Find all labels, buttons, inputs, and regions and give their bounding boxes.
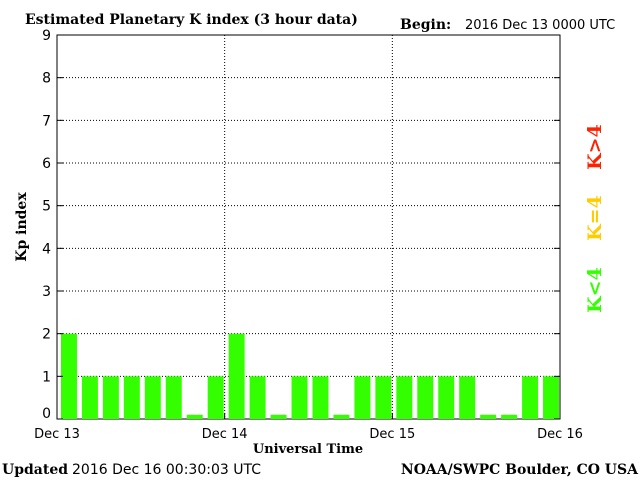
bars [61, 333, 559, 419]
kp-bar [501, 414, 518, 419]
kp-bar [123, 376, 140, 419]
kp-bar [249, 376, 266, 419]
y-tick-labels: 0 1 2 3 4 5 6 7 8 9 [42, 28, 51, 422]
plot-frame [56, 34, 561, 420]
legend-label: K<4 [584, 267, 606, 313]
kp-bar [81, 376, 98, 419]
y-tick-label: 5 [42, 199, 51, 215]
footer-credit: NOAA/SWPC Boulder, CO USA [401, 462, 639, 478]
kp-bar [207, 376, 224, 419]
x-tick-label: Dec 13 [34, 427, 80, 442]
kp-bar [61, 333, 77, 419]
chart-title: Estimated Planetary K index (3 hour data… [25, 12, 358, 28]
y-tick-label: 6 [42, 156, 51, 172]
kp-bar [291, 376, 308, 419]
y-tick-label: 4 [42, 241, 51, 257]
kp-bar [543, 376, 559, 419]
legend-label: K>4 [584, 124, 606, 170]
legend: K>4 K=4 K<4 [584, 124, 606, 313]
kp-bar [144, 376, 161, 419]
kp-bar [354, 376, 371, 419]
kp-bar [270, 414, 287, 419]
kp-bar [522, 376, 539, 419]
begin-value: 2016 Dec 13 0000 UTC [465, 18, 615, 33]
y-tick-label: 1 [42, 369, 51, 385]
kp-bar [375, 376, 392, 419]
begin-label: Begin: [400, 17, 451, 33]
footer-updated-label: Updated [2, 462, 68, 478]
y-tick-marks [57, 34, 560, 420]
y-tick-label: 9 [42, 28, 51, 44]
y-tick-label: 8 [42, 71, 51, 87]
kp-bar [333, 414, 350, 419]
kp-bar [396, 376, 413, 419]
x-tick-label: Dec 15 [369, 427, 415, 442]
plot-area: 0 1 2 3 4 5 6 7 8 9 Dec 13 Dec 14 Dec 15 Dec 16 [34, 28, 583, 442]
kp-bar [480, 414, 497, 419]
kp-bar [459, 376, 476, 419]
kp-bar [186, 414, 203, 419]
x-tick-labels: Dec 13 Dec 14 Dec 15 Dec 16 [34, 427, 583, 442]
y-tick-label: 2 [42, 327, 51, 343]
x-tick-label: Dec 16 [537, 427, 583, 442]
grid-lines [57, 35, 560, 419]
y-tick-label: 3 [42, 284, 51, 300]
legend-label: K=4 [584, 195, 606, 241]
kp-bar [438, 376, 455, 419]
kp-bar [312, 376, 329, 419]
x-tick-label: Dec 14 [202, 427, 248, 442]
kp-bar [102, 376, 119, 419]
kp-bar [165, 376, 182, 419]
y-tick-label: 7 [42, 113, 51, 129]
y-axis-label: Kp index [14, 192, 30, 262]
kp-bar [228, 333, 245, 419]
x-axis-label: Universal Time [253, 442, 363, 457]
footer-updated-value: 2016 Dec 16 00:30:03 UTC [72, 462, 261, 478]
kp-bar [417, 376, 434, 419]
y-tick-label: 0 [42, 406, 51, 422]
